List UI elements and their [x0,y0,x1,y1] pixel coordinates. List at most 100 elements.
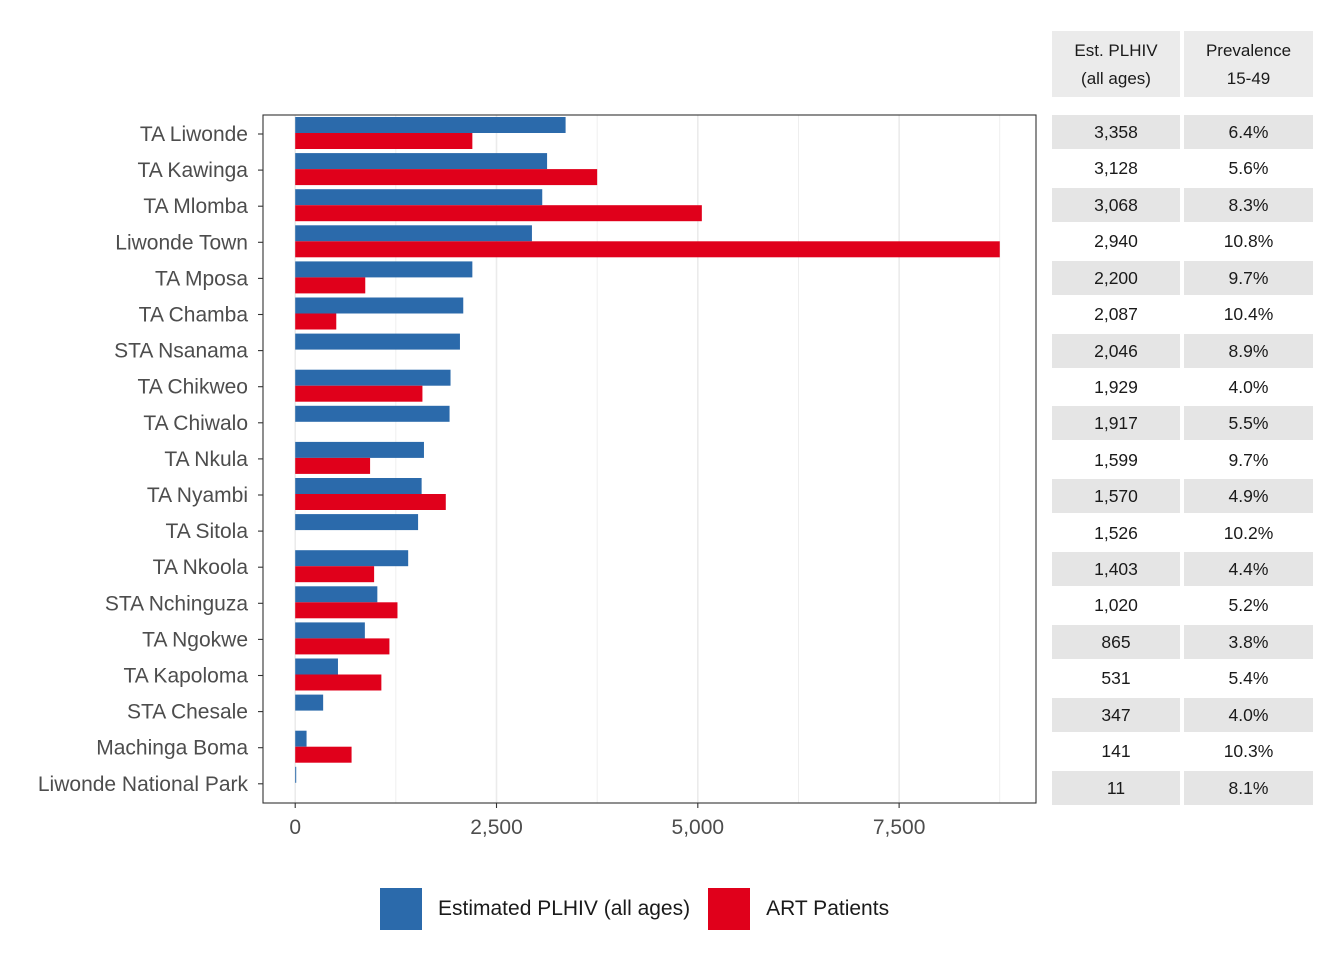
legend-swatch-art [708,888,751,930]
table-cell-prevalence: 5.6% [1228,158,1269,179]
x-tick-label: 0 [289,816,301,839]
bar-plhiv [295,117,566,133]
table-cell-prevalence: 4.4% [1184,552,1313,587]
table-header-plhiv-line1: Est. PLHIV [1074,41,1158,60]
y-tick-label: TA Kapoloma [123,665,248,688]
bar-plhiv [295,694,324,711]
bar-art [295,674,382,691]
bar-plhiv [295,261,473,278]
table-cell-prevalence: 4.9% [1184,479,1313,514]
table-cell-prevalence: 5.5% [1184,406,1313,441]
bar-art [295,169,598,186]
table-cell-plhiv: 141 [1101,741,1131,762]
bar-plhiv [295,405,450,422]
table-cell-prevalence: 4.0% [1184,697,1313,732]
table-cell-plhiv: 865 [1052,624,1180,659]
table-cell-plhiv: 531 [1101,668,1131,689]
y-tick-label: STA Chesale [127,701,248,724]
x-tick-label: 7,500 [873,816,926,839]
table-cell-plhiv: 1,599 [1094,449,1138,470]
table-cell-prevalence: 4.0% [1228,376,1269,397]
bar-art [295,566,375,583]
y-tick-label: TA Chamba [139,304,249,327]
table-cell-plhiv: 3,128 [1094,158,1138,179]
table-cell-plhiv: 1,403 [1052,552,1180,587]
y-tick-label: Machinga Boma [96,737,248,760]
table-cell-plhiv: 1,020 [1094,595,1138,616]
table-header-plhiv-line2: (all ages) [1081,69,1151,88]
table-cell-plhiv: 1,570 [1052,479,1180,514]
legend-item-art: ART Patients [708,888,889,930]
bar-plhiv [295,478,422,494]
table-cell-plhiv: 2,200 [1052,260,1180,295]
y-tick-label: STA Nchinguza [105,592,249,615]
bar-plhiv [295,369,451,386]
bar-plhiv [295,586,378,603]
table-cell-prevalence: 10.2% [1223,522,1274,543]
legend-label-plhiv: Estimated PLHIV (all ages) [438,897,691,920]
bar-plhiv [295,550,409,567]
legend: Estimated PLHIV (all ages) ART Patients [380,888,907,930]
y-tick-label: Liwonde Town [115,231,248,254]
table-cell-plhiv: 3,068 [1052,187,1180,222]
bar-plhiv [295,622,365,639]
table-cell-plhiv: 347 [1052,697,1180,732]
bar-plhiv [295,153,548,170]
y-tick-label: TA Nkoola [153,556,249,579]
bar-plhiv [295,730,307,747]
table-cell-prevalence: 10.3% [1223,741,1274,762]
y-tick-label: STA Nsanama [114,340,248,363]
table-cell-plhiv: 2,046 [1052,333,1180,368]
bar-art [295,602,398,619]
bar-art [295,133,473,149]
table-cell-prevalence: 3.8% [1184,624,1313,659]
table-cell-prevalence: 9.7% [1228,449,1269,470]
y-tick-label: TA Kawinga [137,159,248,182]
table-header-plhiv: Est. PLHIV (all ages) [1052,31,1180,97]
panel-border [262,114,1037,804]
bar-art [295,241,1000,258]
table-cell-prevalence: 8.1% [1184,770,1313,805]
bar-art [295,313,337,330]
y-tick-label: TA Chiwalo [143,412,248,435]
table-cell-prevalence: 5.4% [1228,668,1269,689]
table-cell-prevalence: 9.7% [1184,260,1313,295]
bar-plhiv [295,225,532,242]
bar-art [295,205,702,222]
bar-art [295,494,446,510]
bars [295,117,1000,783]
table-cell-plhiv: 1,526 [1094,522,1138,543]
bar-art [295,457,371,474]
x-tick-label: 5,000 [672,816,725,839]
bar-plhiv [295,514,419,531]
table-cell-plhiv: 1,917 [1052,406,1180,441]
table-header-prevalence-line1: Prevalence [1205,41,1292,60]
table-cell-plhiv: 3,358 [1052,115,1180,149]
bar-art [295,385,423,402]
bar-plhiv [295,333,460,350]
bar-plhiv [295,441,424,458]
bar-art [295,638,390,655]
y-tick-label: Liwonde National Park [38,773,249,796]
legend-swatch-plhiv [380,888,422,930]
table-cell-plhiv: 11 [1052,770,1180,805]
table-cell-plhiv: 1,929 [1094,376,1138,397]
table-cell-prevalence: 8.9% [1184,333,1313,368]
table-header-prevalence-line2: 15-49 [1226,69,1271,88]
y-tick-label: TA Ngokwe [142,628,248,651]
y-tick-label: TA Chikweo [138,376,249,399]
y-tick-label: TA Mposa [155,267,248,290]
y-tick-label: TA Nkula [164,448,248,471]
legend-label-art: ART Patients [766,897,890,920]
y-tick-label: TA Mlomba [143,195,248,218]
table-cell-plhiv: 2,940 [1094,231,1138,252]
table-header-prevalence: Prevalence 15-49 [1184,31,1313,97]
table-cell-prevalence: 6.4% [1184,115,1313,149]
table-cell-prevalence: 10.8% [1223,231,1274,252]
y-tick-label: TA Liwonde [140,123,248,146]
y-tick-label: TA Nyambi [147,484,248,507]
bar-plhiv [295,189,543,206]
table-cell-prevalence: 8.3% [1184,187,1313,222]
bar-art [295,746,352,763]
bar-art [295,277,366,294]
